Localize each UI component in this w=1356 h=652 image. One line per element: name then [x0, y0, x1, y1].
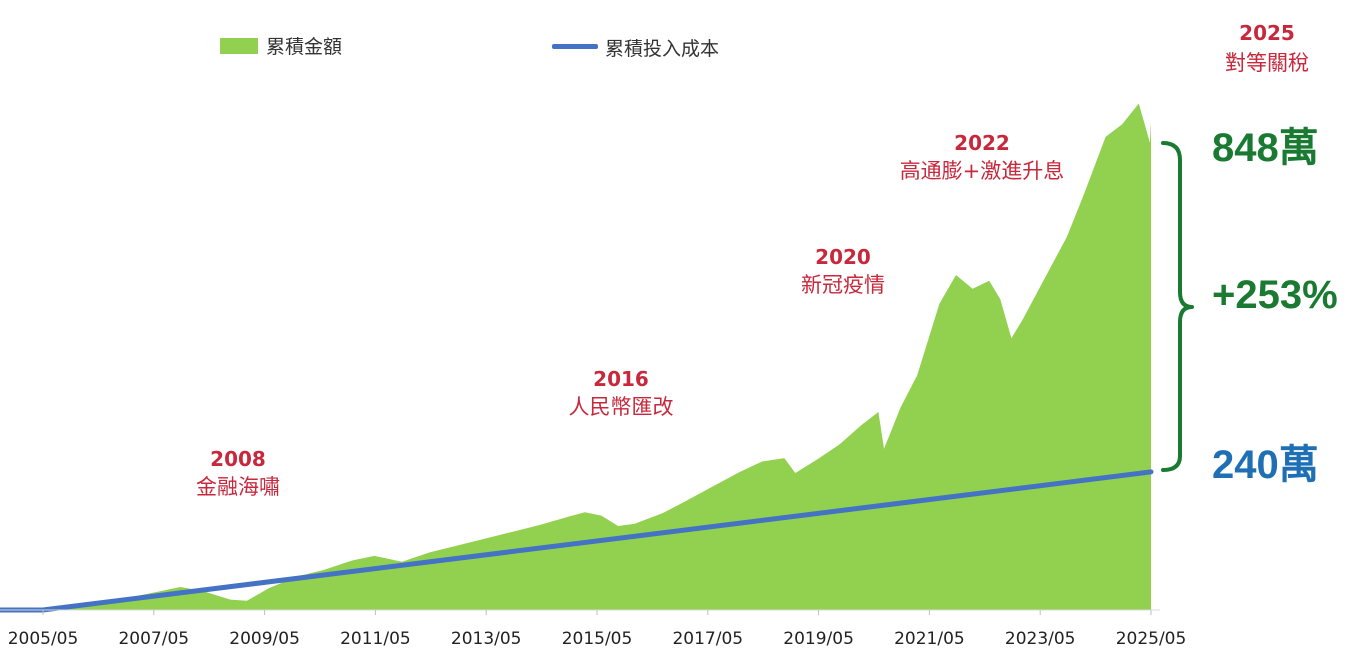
x-tick-label: 2005/05 — [8, 629, 79, 649]
legend-swatch-cumulative-value — [220, 38, 258, 54]
event-annotations: 2008 金融海嘯 2016 人民幣匯改 2020 新冠疫情 2022 高通膨+… — [196, 21, 1309, 499]
total-cost-callout: 240萬 — [1212, 443, 1319, 487]
x-tick-label: 2023/05 — [1005, 629, 1076, 649]
event-2020-label: 新冠疫情 — [801, 273, 885, 297]
x-axis-ticks: 2005/05 2007/05 2009/05 2011/05 2013/05 2015/… — [8, 610, 1187, 649]
event-2016-label: 人民幣匯改 — [569, 395, 674, 419]
cumulative-value-area — [0, 103, 1151, 610]
x-tick-label: 2019/05 — [783, 629, 854, 649]
legend-label-cumulative-cost: 累積投入成本 — [605, 38, 719, 60]
event-2022-label: 高通膨+激進升息 — [900, 159, 1065, 183]
event-2008-label: 金融海嘯 — [196, 475, 280, 499]
x-tick-label: 2025/05 — [1116, 629, 1187, 649]
x-tick-label: 2007/05 — [118, 629, 189, 649]
x-tick-label: 2013/05 — [451, 629, 522, 649]
return-bracket — [1161, 141, 1194, 472]
x-tick-label: 2017/05 — [672, 629, 743, 649]
return-percent-callout: +253% — [1212, 273, 1338, 317]
x-tick-label: 2009/05 — [229, 629, 300, 649]
total-value-callout: 848萬 — [1212, 126, 1319, 170]
event-2025-year: 2025 — [1239, 21, 1295, 45]
event-2016-year: 2016 — [593, 367, 649, 391]
event-2020-year: 2020 — [815, 245, 871, 269]
event-2008-year: 2008 — [210, 447, 266, 471]
legend: 累積金額 累積投入成本 — [220, 36, 719, 60]
x-tick-label: 2011/05 — [340, 629, 411, 649]
event-2025-label: 對等關稅 — [1225, 51, 1309, 75]
x-tick-label: 2021/05 — [894, 629, 965, 649]
x-tick-label: 2015/05 — [562, 629, 633, 649]
event-2022-year: 2022 — [954, 131, 1010, 155]
legend-swatch-cumulative-cost — [552, 44, 598, 49]
legend-label-cumulative-value: 累積金額 — [266, 36, 342, 58]
